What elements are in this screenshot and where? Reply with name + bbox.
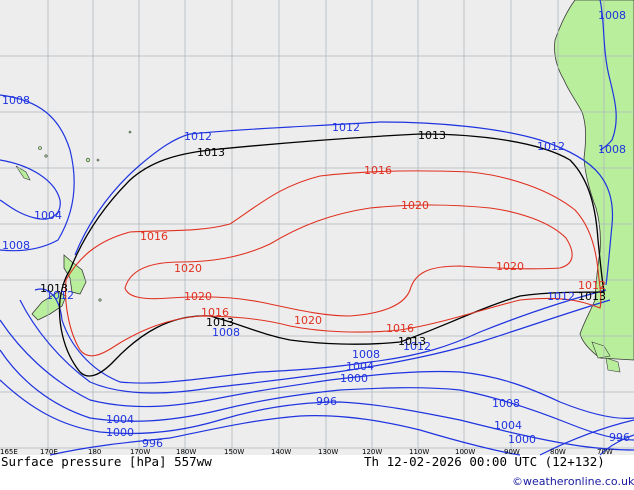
isobar-label: 1008 [598,9,626,22]
credit-link[interactable]: ©weatheronline.co.uk [512,475,634,488]
chile-islands [591,341,621,373]
longitude-label: 165E [0,448,18,456]
isobar-label: 996 [609,431,630,444]
isobars-red [65,170,602,357]
longitude-label: 90W [504,448,520,456]
longitude-label: 80W [550,448,566,456]
isobar-label: 1013 [206,316,234,329]
isobar-label: 1020 [174,262,202,275]
isobar-label: 996 [316,395,337,408]
isobars-blue [0,0,634,456]
isobar-label: 1016 [201,306,229,319]
longitude-label: 150W [224,448,244,456]
isobar-label: 1004 [494,419,522,432]
isobar-label: 1013 [40,282,68,295]
longitude-label: 70W [597,448,613,456]
isobar-label: 1012 [332,121,360,134]
isobar-label: 1008 [598,143,626,156]
longitude-label: 170W [130,448,150,456]
isobar-label: 1008 [2,94,30,107]
longitude-label: 180W [176,448,196,456]
isobar-label: 1012 [537,140,565,153]
isobar-label: 1008 [212,326,240,339]
map-title: Surface pressure [hPa] 557ww [1,454,212,469]
graticule [0,0,634,455]
isobar-label: 1012 [547,290,575,303]
longitude-labels: 165E 170E 180 170W 180W 150W 140W 130W 1… [0,448,613,456]
isobar-label: 1016 [364,164,392,177]
isobar-label: 1020 [294,314,322,327]
isobar-label: 1012 [578,279,606,292]
isobar-label: 1012 [46,289,74,302]
isobar-labels: 1008 1008 1004 1008 1012 1012 1012 1008 … [2,9,630,450]
longitude-label: 100W [455,448,475,456]
isobar-label: 1016 [386,322,414,335]
isobar-label: 1008 [2,239,30,252]
isobar-label: 1000 [106,426,134,439]
isobar-label: 1020 [496,260,524,273]
isobar-label: 1020 [184,290,212,303]
longitude-label: 140W [271,448,291,456]
isobar-label: 1012 [403,340,431,353]
isobar-label: 1016 [140,230,168,243]
south-america-land [554,0,634,361]
valid-time: Th 12-02-2026 00:00 UTC (12+132) [364,454,605,469]
isobars-black [58,133,605,377]
isobar-label: 1013 [398,335,426,348]
longitude-label: 120W [362,448,382,456]
isobar-label: 996 [142,437,163,450]
pacific-islands [15,130,132,302]
ocean-background [0,0,634,455]
isobar-label: 1013 [418,129,446,142]
isobar-label: 1013 [197,146,225,159]
isobar-label: 1008 [352,348,380,361]
longitude-label: 110W [409,448,429,456]
longitude-label: 130W [318,448,338,456]
isobar-label: 1000 [508,433,536,446]
new-zealand [31,254,87,321]
isobar-label: 1020 [401,199,429,212]
isobar-label: 1008 [492,397,520,410]
isobar-label: 1000 [340,372,368,385]
isobar-label: 1012 [184,130,212,143]
longitude-label: 170E [40,448,58,456]
longitude-label: 180 [88,448,101,456]
isobar-label: 1004 [346,360,374,373]
isobar-label: 1013 [578,290,606,303]
isobar-label: 1004 [34,209,62,222]
isobar-label: 1004 [106,413,134,426]
